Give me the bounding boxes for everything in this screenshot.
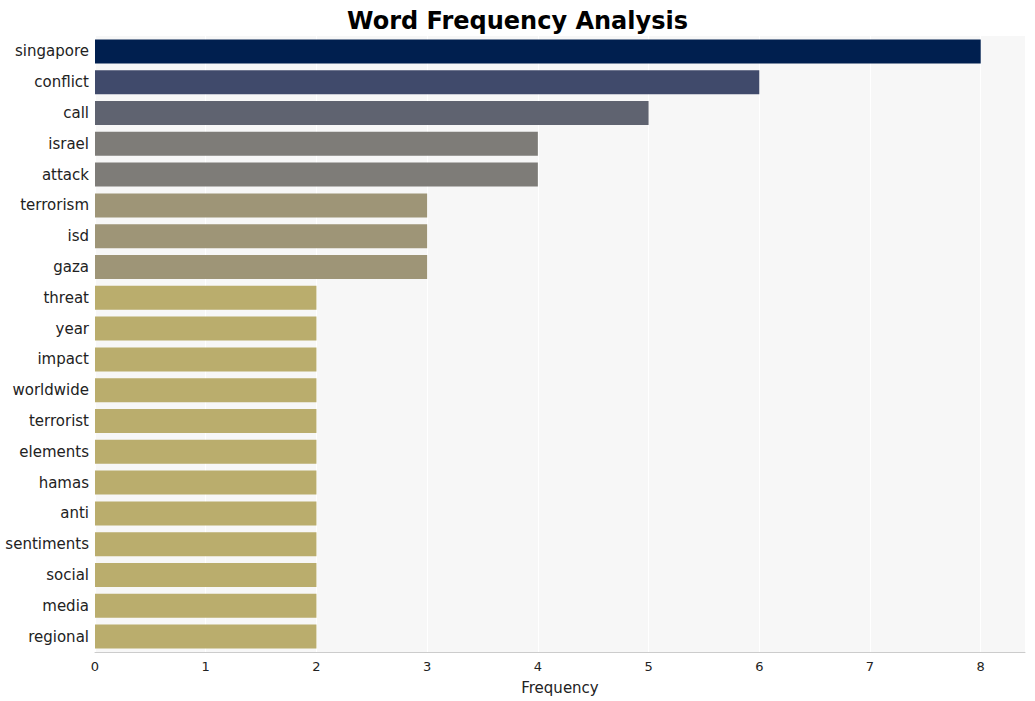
svg-text:3: 3	[423, 659, 431, 674]
svg-text:regional: regional	[28, 628, 89, 646]
svg-text:Frequency: Frequency	[521, 679, 599, 697]
svg-text:anti: anti	[60, 504, 89, 522]
svg-text:impact: impact	[37, 350, 89, 368]
svg-text:attack: attack	[42, 166, 89, 184]
svg-text:social: social	[46, 566, 89, 584]
svg-text:worldwide: worldwide	[13, 381, 90, 399]
svg-text:sentiments: sentiments	[5, 535, 89, 553]
svg-text:1: 1	[202, 659, 210, 674]
svg-text:6: 6	[755, 659, 763, 674]
svg-text:singapore: singapore	[15, 42, 89, 60]
svg-text:2: 2	[312, 659, 320, 674]
svg-text:0: 0	[91, 659, 99, 674]
svg-text:terrorism: terrorism	[20, 196, 89, 214]
svg-text:threat: threat	[43, 289, 89, 307]
svg-text:Word Frequency Analysis: Word Frequency Analysis	[347, 7, 688, 35]
svg-text:4: 4	[534, 659, 542, 674]
svg-text:elements: elements	[19, 443, 89, 461]
svg-text:isd: isd	[67, 227, 89, 245]
svg-text:year: year	[56, 320, 90, 338]
svg-text:media: media	[42, 597, 89, 615]
svg-text:hamas: hamas	[39, 474, 90, 492]
svg-text:israel: israel	[48, 135, 89, 153]
svg-text:call: call	[63, 104, 89, 122]
svg-text:8: 8	[977, 659, 985, 674]
svg-text:terrorist: terrorist	[29, 412, 89, 430]
svg-text:7: 7	[866, 659, 874, 674]
svg-text:gaza: gaza	[53, 258, 89, 276]
svg-text:5: 5	[644, 659, 652, 674]
svg-text:conflict: conflict	[34, 73, 89, 91]
